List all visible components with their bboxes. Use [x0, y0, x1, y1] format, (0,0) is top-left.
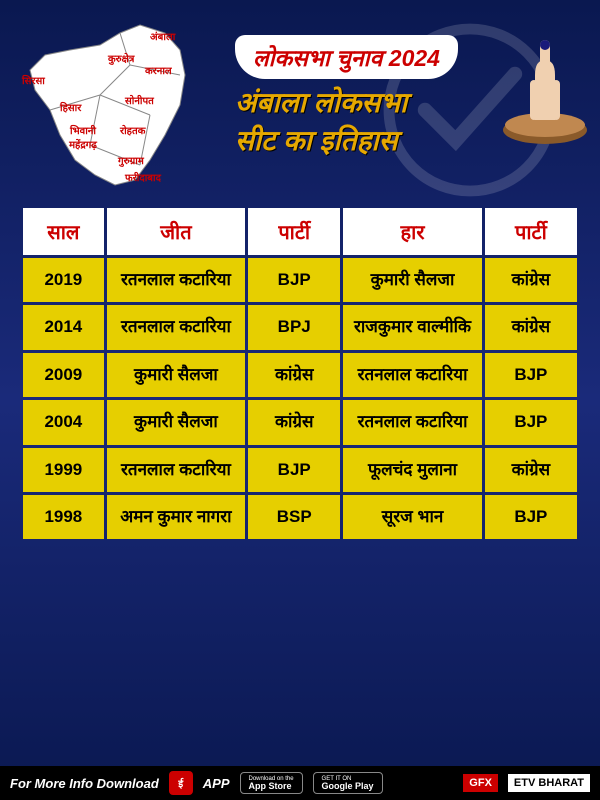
table-row: 1998अमन कुमार नागराBSPसूरज भानBJP [23, 495, 577, 539]
table-cell: कांग्रेस [485, 448, 577, 492]
table-row: 2014रतनलाल कटारियाBPJराजकुमार वाल्मीकिका… [23, 305, 577, 349]
map-label: फरीदाबाद [125, 170, 161, 184]
table-cell: 2009 [23, 353, 104, 397]
map-label: सिरसा [22, 73, 45, 87]
map-label: गुरुग्राम [118, 153, 144, 167]
app-label: APP [203, 776, 230, 791]
col-header-year: साल [23, 208, 104, 255]
title-line1: लोकसभा चुनाव 2024 [253, 41, 440, 73]
table-cell: BJP [485, 353, 577, 397]
footer-bar: For More Info Download ई APP Download on… [0, 766, 600, 800]
table-cell: रतनलाल कटारिया [107, 448, 245, 492]
app-logo-icon: ई [169, 771, 193, 795]
table-cell: रतनलाल कटारिया [107, 258, 245, 302]
header-section: अंबाला कुरुक्षेत्र करनाल सिरसा हिसार सोन… [0, 0, 600, 205]
footer-text: For More Info Download [10, 776, 159, 791]
table-cell: रतनलाल कटारिया [343, 353, 481, 397]
table-cell: 2004 [23, 400, 104, 444]
table-cell: 1999 [23, 448, 104, 492]
map-label: कुरुक्षेत्र [108, 51, 134, 65]
table-cell: 2019 [23, 258, 104, 302]
table-row: 2009कुमारी सैलजाकांग्रेसरतनलाल कटारियाBJ… [23, 353, 577, 397]
table-cell: कांग्रेस [485, 258, 577, 302]
table-cell: BJP [485, 400, 577, 444]
title-banner: लोकसभा चुनाव 2024 [235, 35, 458, 79]
table-cell: BPJ [248, 305, 340, 349]
map-label: करनाल [145, 63, 172, 77]
table-row: 1999रतनलाल कटारियाBJPफूलचंद मुलानाकांग्र… [23, 448, 577, 492]
table-cell: रतनलाल कटारिया [107, 305, 245, 349]
title-block: लोकसभा चुनाव 2024 अंबाला लोकसभा सीट का इ… [235, 15, 580, 195]
history-table-wrap: साल जीत पार्टी हार पार्टी 2019रतनलाल कटा… [0, 205, 600, 552]
table-cell: सूरज भान [343, 495, 481, 539]
col-header-winner: जीत [107, 208, 245, 255]
table-cell: कांग्रेस [485, 305, 577, 349]
table-cell: कुमारी सैलजा [343, 258, 481, 302]
table-cell: अमन कुमार नागरा [107, 495, 245, 539]
table-row: 2019रतनलाल कटारियाBJPकुमारी सैलजाकांग्रे… [23, 258, 577, 302]
googleplay-badge: GET IT ON Google Play [313, 772, 383, 794]
col-header-party2: पार्टी [485, 208, 577, 255]
table-header-row: साल जीत पार्टी हार पार्टी [23, 208, 577, 255]
map-label: रोहतक [120, 123, 145, 137]
map-label: भिवानी महेंद्रगढ़ [58, 123, 108, 151]
table-cell: रतनलाल कटारिया [343, 400, 481, 444]
table-cell: BJP [248, 448, 340, 492]
appstore-badge: Download on the App Store [240, 772, 303, 794]
table-cell: कांग्रेस [248, 400, 340, 444]
table-cell: BSP [248, 495, 340, 539]
table-cell: फूलचंद मुलाना [343, 448, 481, 492]
table-cell: 2014 [23, 305, 104, 349]
brand-badge: ETV BHARAT [508, 774, 590, 792]
map-label: हिसार [60, 100, 81, 114]
table-cell: BJP [485, 495, 577, 539]
table-cell: कांग्रेस [248, 353, 340, 397]
table-cell: BJP [248, 258, 340, 302]
col-header-loser: हार [343, 208, 481, 255]
table-cell: राजकुमार वाल्मीकि [343, 305, 481, 349]
voting-hand-icon [500, 25, 590, 145]
state-map: अंबाला कुरुक्षेत्र करनाल सिरसा हिसार सोन… [20, 15, 220, 195]
map-label: अंबाला [150, 29, 175, 43]
table-cell: कुमारी सैलजा [107, 353, 245, 397]
table-row: 2004कुमारी सैलजाकांग्रेसरतनलाल कटारियाBJ… [23, 400, 577, 444]
history-table: साल जीत पार्टी हार पार्टी 2019रतनलाल कटा… [20, 205, 580, 542]
gfx-badge: GFX [463, 774, 498, 792]
map-label: सोनीपत [125, 93, 154, 107]
col-header-party1: पार्टी [248, 208, 340, 255]
table-cell: कुमारी सैलजा [107, 400, 245, 444]
table-cell: 1998 [23, 495, 104, 539]
